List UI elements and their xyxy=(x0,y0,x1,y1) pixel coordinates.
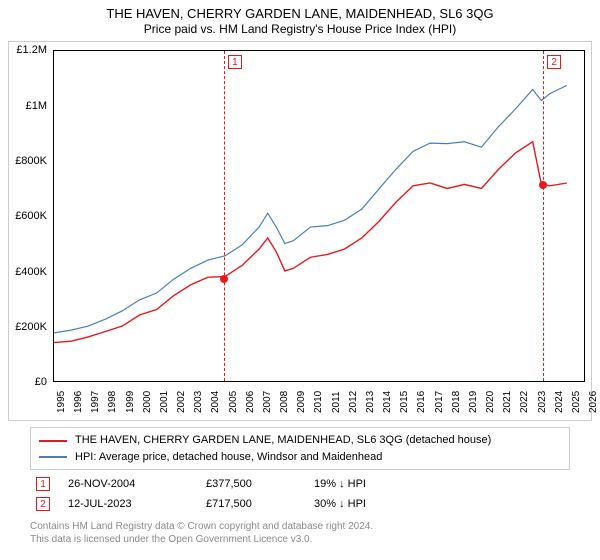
legend-swatch-hpi xyxy=(39,456,67,458)
x-tick-label: 2002 xyxy=(176,391,187,413)
footer-line-2: This data is licensed under the Open Gov… xyxy=(30,533,570,546)
footer-note: Contains HM Land Registry data © Crown c… xyxy=(30,520,570,546)
sale-vline-2 xyxy=(543,51,544,381)
x-tick-label: 2001 xyxy=(159,391,170,413)
x-tick-label: 2020 xyxy=(485,391,496,413)
x-tick-label: 1999 xyxy=(125,391,136,413)
y-tick-label: £1M xyxy=(26,100,47,112)
x-tick-label: 1996 xyxy=(73,391,84,413)
sale-dot-2 xyxy=(539,181,547,189)
sales-price: £717,500 xyxy=(206,498,296,510)
x-tick-label: 2013 xyxy=(365,391,376,413)
series-hpi xyxy=(54,86,567,334)
x-tick-label: 2003 xyxy=(193,391,204,413)
legend-row-property: THE HAVEN, CHERRY GARDEN LANE, MAIDENHEA… xyxy=(39,432,561,449)
chart-title-subtitle: Price paid vs. HM Land Registry's House … xyxy=(106,22,493,37)
x-tick-label: 2010 xyxy=(313,391,324,413)
legend-swatch-property xyxy=(39,440,67,442)
sales-row: 1 26-NOV-2004 £377,500 19% ↓ HPI xyxy=(30,474,570,494)
sales-diff: 19% ↓ HPI xyxy=(314,478,434,490)
x-tick-label: 1995 xyxy=(56,391,67,413)
sales-num-box: 1 xyxy=(36,477,50,491)
x-tick-label: 2006 xyxy=(245,391,256,413)
x-tick-label: 2026 xyxy=(588,391,599,413)
x-tick-label: 2018 xyxy=(451,391,462,413)
x-tick-label: 2000 xyxy=(142,391,153,413)
chart-container: £0£200K£400K£600K£800K£1M£1.2M 12 199519… xyxy=(8,41,592,421)
x-tick-label: 2017 xyxy=(434,391,445,413)
x-tick-label: 2023 xyxy=(537,391,548,413)
x-tick-label: 2011 xyxy=(331,392,342,414)
line-series-svg xyxy=(54,51,584,381)
x-tick-label: 1998 xyxy=(107,391,118,413)
chart-title-block: THE HAVEN, CHERRY GARDEN LANE, MAIDENHEA… xyxy=(106,6,493,37)
sale-vline-1 xyxy=(224,51,225,381)
sales-diff: 30% ↓ HPI xyxy=(314,498,434,510)
y-tick-label: £1.2M xyxy=(16,44,47,56)
sale-dot-1 xyxy=(220,275,228,283)
x-tick-label: 2012 xyxy=(348,391,359,413)
x-tick-label: 2015 xyxy=(399,391,410,413)
legend-label-property: THE HAVEN, CHERRY GARDEN LANE, MAIDENHEA… xyxy=(75,432,491,449)
sale-badge-1: 1 xyxy=(228,55,242,69)
y-tick-label: £0 xyxy=(35,376,47,388)
sales-price: £377,500 xyxy=(206,478,296,490)
x-tick-label: 2004 xyxy=(210,391,221,413)
series-property xyxy=(54,142,567,343)
y-tick-label: £800K xyxy=(15,155,47,167)
x-tick-label: 2009 xyxy=(296,391,307,413)
x-tick-label: 2024 xyxy=(554,391,565,413)
legend-row-hpi: HPI: Average price, detached house, Wind… xyxy=(39,449,561,466)
sales-date: 12-JUL-2023 xyxy=(68,498,188,510)
x-tick-label: 2019 xyxy=(468,391,479,413)
sales-date: 26-NOV-2004 xyxy=(68,478,188,490)
x-tick-label: 2014 xyxy=(382,391,393,413)
x-tick-label: 2005 xyxy=(228,391,239,413)
sales-table: 1 26-NOV-2004 £377,500 19% ↓ HPI 2 12-JUL-202… xyxy=(30,474,570,514)
x-tick-label: 2016 xyxy=(416,391,427,413)
x-tick-label: 2008 xyxy=(279,391,290,413)
x-tick-label: 2025 xyxy=(571,391,582,413)
legend: THE HAVEN, CHERRY GARDEN LANE, MAIDENHEA… xyxy=(30,427,570,470)
y-tick-label: £200K xyxy=(15,321,47,333)
chart-title-address: THE HAVEN, CHERRY GARDEN LANE, MAIDENHEA… xyxy=(106,6,493,22)
x-tick-label: 1997 xyxy=(90,391,101,413)
sales-row: 2 12-JUL-2023 £717,500 30% ↓ HPI xyxy=(30,494,570,514)
y-axis: £0£200K£400K£600K£800K£1M£1.2M xyxy=(9,42,53,382)
legend-label-hpi: HPI: Average price, detached house, Wind… xyxy=(75,449,382,466)
x-tick-label: 2021 xyxy=(502,391,513,413)
sales-num-box: 2 xyxy=(36,497,50,511)
x-tick-label: 2022 xyxy=(519,391,530,413)
x-tick-label: 2007 xyxy=(262,391,273,413)
footer-line-1: Contains HM Land Registry data © Crown c… xyxy=(30,520,570,533)
plot-area: 12 xyxy=(53,50,585,382)
y-tick-label: £600K xyxy=(15,210,47,222)
sale-badge-2: 2 xyxy=(547,55,561,69)
x-axis: 1995 1996 1997 1998 1999 2000 2001 2002 2003 2004… xyxy=(53,382,585,420)
y-tick-label: £400K xyxy=(15,266,47,278)
